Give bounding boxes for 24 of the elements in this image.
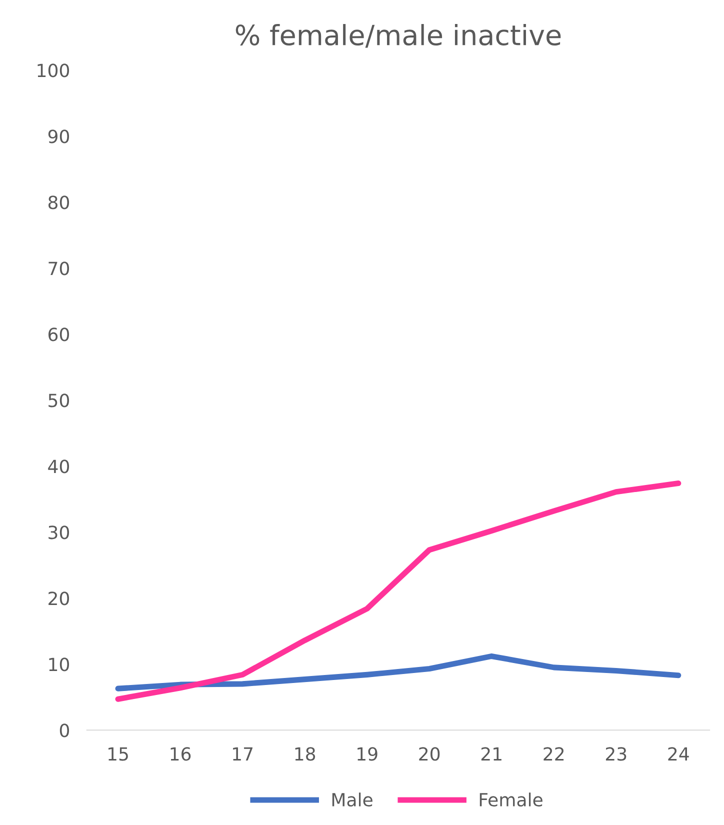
y-tick-label: 90 [48,130,70,144]
y-tick-label: 70 [48,262,70,276]
legend-label: Male [332,792,372,807]
y-tick-label: 80 [48,196,70,210]
y-tick-label: 40 [48,460,70,474]
x-tick-label: 18 [295,747,316,761]
x-tick-label: 17 [233,747,252,761]
x-tick-label: 15 [108,747,128,761]
y-tick-label: 30 [48,526,70,540]
y-tick-label: 20 [48,592,70,606]
y-tick-label: 100 [38,64,70,78]
x-tick-label: 16 [170,747,191,761]
legend-label: Female [480,792,542,807]
x-tick-label: 22 [544,747,564,761]
x-tick-label: 19 [358,747,378,761]
y-tick-label: 50 [48,394,70,408]
x-tick-label: 23 [606,747,626,761]
x-tick-label: 21 [481,747,502,761]
y-tick-label: 0 [60,724,70,738]
x-tick-label: 20 [419,747,440,761]
chart-title: % female/male inactive [236,24,561,48]
y-tick-label: 60 [48,328,70,342]
y-tick-label: 10 [49,658,70,672]
x-tick-label: 24 [668,747,689,761]
